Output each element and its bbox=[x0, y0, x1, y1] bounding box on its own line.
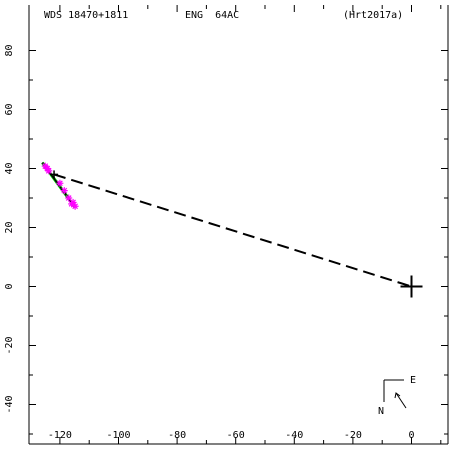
x-tick-label: -20 bbox=[344, 430, 362, 441]
discoverer-designation: ENG 64AC bbox=[185, 10, 240, 21]
y-tick-label: -20 bbox=[4, 336, 15, 354]
x-tick-label: -60 bbox=[227, 430, 245, 441]
observation-point bbox=[65, 194, 73, 202]
x-tick-label: -100 bbox=[106, 430, 130, 441]
reference-code: (Hrt2017a) bbox=[343, 10, 404, 21]
wds-identifier: WDS 18470+1811 bbox=[44, 10, 129, 21]
y-tick-label: 80 bbox=[4, 44, 15, 56]
motion-arrow-icon bbox=[395, 392, 407, 409]
x-tick-label: -80 bbox=[168, 430, 186, 441]
x-tick-label: 0 bbox=[408, 430, 414, 441]
observation-point bbox=[45, 167, 53, 175]
separation-dashed-line bbox=[53, 173, 412, 288]
observation-point bbox=[69, 198, 77, 206]
x-tick-label: -120 bbox=[48, 430, 72, 441]
observation-point bbox=[60, 187, 68, 195]
y-tick-label: 20 bbox=[4, 221, 15, 233]
y-tick-label: 0 bbox=[4, 283, 15, 289]
compass-north-label: N bbox=[378, 406, 384, 417]
motion-arrowhead-icon bbox=[394, 392, 401, 399]
y-tick-label: 40 bbox=[4, 162, 15, 174]
observation-point bbox=[56, 179, 64, 187]
y-tick-label: -40 bbox=[4, 395, 15, 413]
y-tick-label: 60 bbox=[4, 103, 15, 115]
x-tick-label: -40 bbox=[285, 430, 303, 441]
compass-east-label: E bbox=[410, 375, 416, 386]
